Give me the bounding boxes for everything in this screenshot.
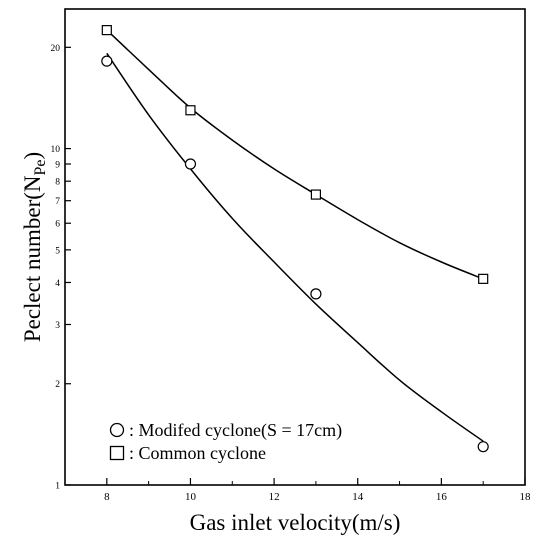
y-tick-label: 9 [55, 160, 60, 170]
y-tick-label: 1 [55, 482, 60, 492]
x-axis-label: Gas inlet velocity(m/s) [190, 510, 401, 535]
y-axis-label-close: ) [20, 152, 45, 160]
data-markers [101, 25, 489, 453]
legend-label-common-cyclone: : Common cyclone [129, 443, 266, 463]
y-tick-label: 6 [55, 220, 60, 230]
x-tick-label: 8 [104, 491, 110, 503]
data-point-modified-cyclone [310, 288, 322, 300]
y-tick-label: 3 [55, 321, 60, 331]
y-tick-label: 7 [55, 197, 60, 207]
data-point-common-cyclone [310, 189, 322, 200]
x-tick-label: 10 [185, 491, 197, 503]
x-axis-ticks: 8 10 12 14 16 18 [104, 478, 531, 503]
data-point-common-cyclone [185, 105, 196, 116]
y-axis-label: Peclect number(NPe) [20, 152, 49, 342]
fit-curve-modified-cyclone [106, 52, 484, 442]
y-tick-label: 4 [55, 279, 60, 289]
fit-curves [106, 29, 484, 442]
y-axis-label-subscript: Pe [32, 159, 49, 175]
y-tick-label: 2 [55, 380, 60, 390]
legend: : Modifed cyclone(S = 17cm) : Common cyc… [109, 420, 342, 463]
plot-frame [64, 8, 526, 486]
x-tick-label: 18 [520, 491, 532, 503]
data-point-modified-cyclone [184, 158, 197, 170]
data-point-modified-cyclone [477, 441, 489, 453]
legend-marker-square [109, 445, 125, 461]
legend-label-modified-cyclone: : Modifed cyclone(S = 17cm) [129, 420, 342, 441]
y-axis-label-main: Peclect number(N [20, 175, 45, 342]
x-tick-label: 16 [436, 491, 448, 503]
legend-marker-circle [109, 422, 125, 438]
y-tick-label: 8 [55, 178, 60, 188]
x-tick-label: 14 [352, 491, 364, 503]
data-point-common-cyclone [101, 25, 112, 36]
y-tick-label: 20 [51, 44, 61, 54]
y-tick-label: 5 [55, 246, 60, 256]
y-axis-ticks: 1 2 3 4 5 6 7 8 9 10 20 [51, 44, 71, 492]
fit-curve-common-cyclone [106, 29, 484, 280]
y-tick-label: 10 [51, 145, 61, 155]
x-tick-label: 12 [269, 491, 280, 503]
data-point-common-cyclone [478, 273, 489, 284]
data-point-modified-cyclone [101, 55, 113, 67]
